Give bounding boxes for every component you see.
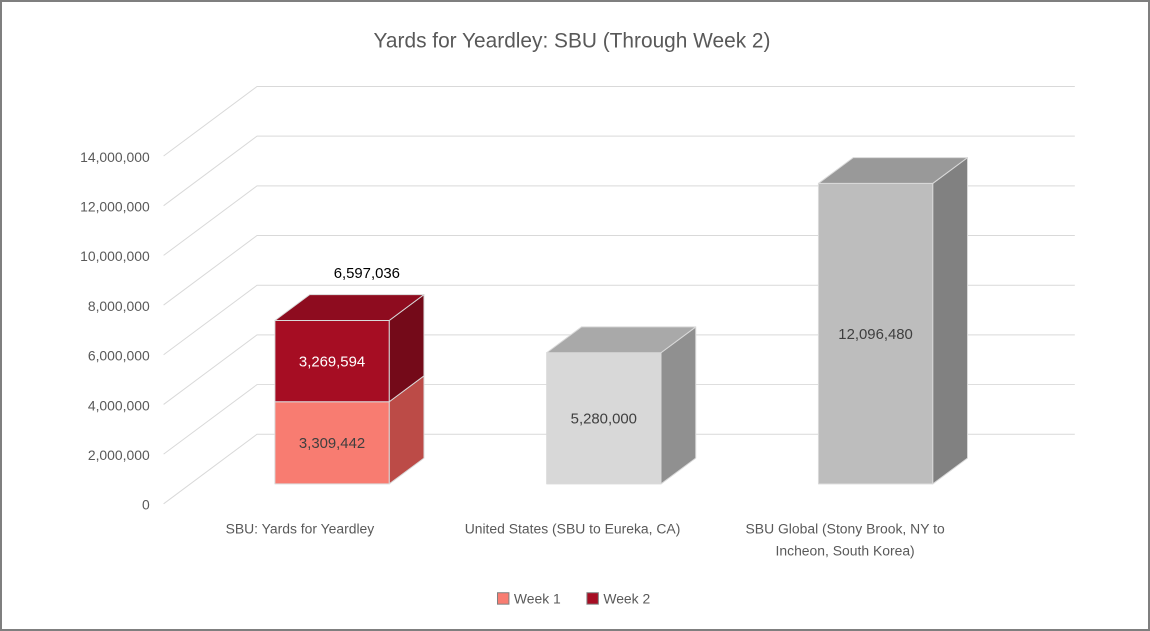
category-label: SBU: Yards for Yeardley — [226, 521, 375, 537]
bar-data-label: 3,309,442 — [299, 436, 365, 452]
gridlines-layer — [163, 85, 1075, 505]
chart-title: Yards for Yeardley: SBU (Through Week 2) — [374, 30, 771, 53]
bar-top-face — [546, 326, 697, 354]
bar-segment-side — [932, 157, 968, 485]
gridline — [163, 185, 1075, 256]
bar-data-label: 5,280,000 — [571, 412, 637, 428]
bar-top-face — [817, 157, 968, 184]
gridline — [163, 433, 1075, 505]
y-tick-label: 10,000,000 — [80, 248, 150, 264]
y-tick-label: 8,000,000 — [88, 298, 150, 314]
y-tick-label: 4,000,000 — [88, 397, 150, 413]
legend-swatch-week-1 — [496, 592, 510, 605]
y-tick-label: 12,000,000 — [80, 199, 150, 215]
category-label: SBU Global (Stony Brook, NY to — [746, 521, 945, 537]
category-label: Incheon, South Korea) — [776, 542, 915, 558]
bars-layer: 3,309,442 3,269,594 6,597,036 5,280,000 12,0… — [274, 157, 968, 485]
bar-top-face — [274, 294, 425, 321]
y-tick-label: 6,000,000 — [88, 348, 150, 364]
bar-total-label: 6,597,036 — [334, 266, 400, 282]
y-tick-label: 0 — [142, 497, 150, 513]
legend-item-label: Week 1 — [514, 591, 561, 607]
gridline — [163, 135, 1075, 207]
bar-data-label: 12,096,480 — [838, 327, 913, 343]
y-tick-label: 14,000,000 — [80, 149, 150, 165]
gridline — [163, 235, 1075, 306]
y-tick-label: 2,000,000 — [88, 447, 150, 463]
gridline — [163, 85, 1075, 157]
category-labels-layer: SBU: Yards for Yeardley United States (SB… — [226, 521, 945, 559]
gridline — [163, 384, 1075, 455]
category-label: United States (SBU to Eureka, CA) — [465, 521, 681, 537]
legend-swatch-week-2 — [586, 592, 599, 605]
gridline — [163, 284, 1075, 356]
y-axis-labels-layer: 0 2,000,000 4,000,000 6,000,000 8,000,000 10,… — [80, 149, 150, 513]
gridline — [163, 334, 1075, 405]
bar-segment-side — [660, 326, 697, 485]
legend-item-label: Week 2 — [603, 591, 650, 607]
legend-layer: Week 1 Week 2 — [496, 591, 650, 607]
bar-data-label: 3,269,594 — [299, 354, 365, 370]
